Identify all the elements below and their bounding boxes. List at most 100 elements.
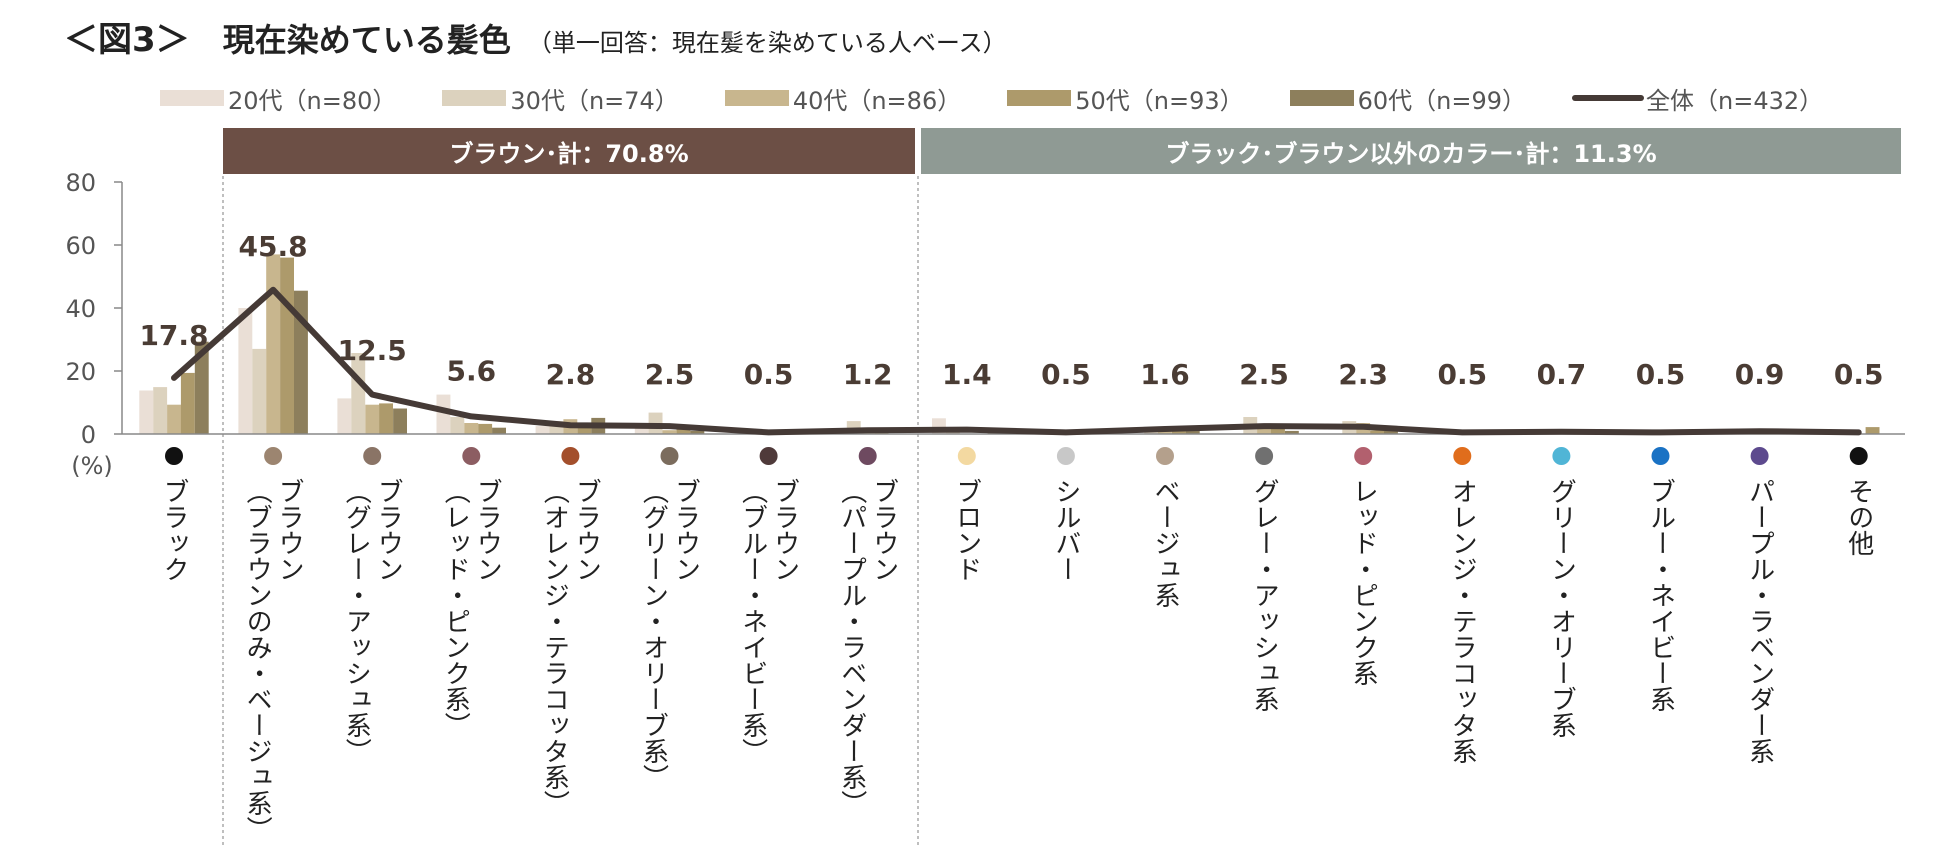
bar-s50 <box>676 427 691 434</box>
bar-s40 <box>167 404 181 434</box>
category-label-line: ブラウン <box>274 478 305 582</box>
category-label: オレンジ・テラコッタ系 <box>1440 478 1484 764</box>
category-label: ブラウン （ブルー・ネイビー系） <box>738 478 800 764</box>
band-brown-total: ブラウン･計：70.8% <box>223 128 915 174</box>
total-value-label: 2.3 <box>1338 358 1388 391</box>
category-label-line: レッド・ピンク系 <box>1348 478 1379 686</box>
bar-s20 <box>337 398 352 434</box>
total-value-label: 0.5 <box>1437 358 1487 391</box>
category-label-line: ブラウン <box>373 478 404 582</box>
legend-swatch <box>1289 90 1354 106</box>
category-label-line: ブロンド <box>951 478 982 582</box>
bar-s40 <box>365 404 380 434</box>
y-tick-label: 0 <box>81 421 96 449</box>
category-label-line: （ブルー・ネイビー系） <box>737 478 768 764</box>
category-label-line: （グリーン・オリーブ系） <box>638 478 669 790</box>
legend: 20代（n=80） 30代（n=74） 40代（n=86） 50代（n=93） 60代（… <box>160 81 1869 116</box>
bar-s30 <box>153 387 168 434</box>
y-tick-label: 60 <box>65 232 96 260</box>
category-label: ブラウン （レッド・ピンク系） <box>440 478 502 738</box>
category-label: その他 <box>1837 478 1881 556</box>
total-value-label: 1.6 <box>1140 358 1190 391</box>
legend-swatch <box>160 90 224 106</box>
category-marker-dot <box>660 447 679 465</box>
category-label-line: グレー・アッシュ系 <box>1249 478 1280 712</box>
legend-swatch <box>1007 90 1072 106</box>
figure-number: ＜図3＞ <box>64 20 190 60</box>
category-marker-dot <box>462 447 481 465</box>
category-label-line: オレンジ・テラコッタ系 <box>1447 478 1478 764</box>
category-label: ブラウン （グリーン・オリーブ系） <box>639 478 701 790</box>
bar-s60 <box>1384 430 1398 434</box>
legend-item-total: 全体（n=432） <box>1572 81 1823 116</box>
chart-title: ＜図3＞ 現在染めている髪色 （単一回答：現在髪を染めている人ベース） <box>64 12 1007 61</box>
legend-item-1: 30代（n=74） <box>442 81 679 116</box>
bar-s40 <box>1257 426 1271 434</box>
category-label: ブラウン （ブラウンのみ・ベージュ系） <box>242 478 304 842</box>
category-label-line: ブラック <box>159 478 189 582</box>
total-value-label: 2.8 <box>546 358 596 391</box>
legend-label: 50代（n=93） <box>1075 86 1244 115</box>
category-label: ブラック <box>152 478 196 582</box>
bar-s60 <box>690 430 705 434</box>
legend-swatch <box>442 90 507 106</box>
category-label-line: パープル・ラベンダー系 <box>1744 478 1775 764</box>
y-tick-label: 20 <box>65 358 96 386</box>
category-label: ベージュ系 <box>1143 478 1187 608</box>
bar-s60 <box>194 341 209 434</box>
category-label-line: ブラウン <box>571 478 602 582</box>
total-value-label: 0.5 <box>1041 358 1091 391</box>
bar-s20 <box>238 308 253 434</box>
category-label-line: ブラウン <box>769 478 800 582</box>
legend-item-3: 50代（n=93） <box>1007 81 1244 116</box>
category-label: ブラウン （オレンジ・テラコッタ系） <box>539 478 601 816</box>
bar-s60 <box>393 408 407 434</box>
category-marker-dot <box>1354 447 1373 465</box>
category-label-line: シルバー <box>1050 478 1081 582</box>
legend-label: 60代（n=99） <box>1357 86 1527 115</box>
category-marker-dot <box>1156 447 1174 465</box>
total-value-label: 0.5 <box>1834 358 1884 391</box>
category-label-line: ブラウン <box>472 478 503 582</box>
legend-label: 20代（n=80） <box>228 86 397 115</box>
legend-label: 30代（n=74） <box>510 86 679 115</box>
bar-s60 <box>1284 430 1299 434</box>
legend-item-4: 60代（n=99） <box>1289 81 1527 116</box>
total-value-label: 1.2 <box>843 358 893 391</box>
category-label-line: ブラウン <box>868 478 899 582</box>
band-other-color-total: ブラック･ブラウン以外のカラー･計：11.3% <box>921 128 1901 174</box>
category-marker-dot <box>1750 447 1769 465</box>
category-label: パープル・ラベンダー系 <box>1738 478 1782 764</box>
total-value-label: 5.6 <box>446 354 496 387</box>
total-value-label: 12.5 <box>338 334 407 367</box>
category-marker-dot <box>858 447 877 465</box>
bar-s20 <box>139 390 154 434</box>
total-value-label: 0.5 <box>744 358 794 391</box>
bar-s50 <box>379 403 393 434</box>
category-label: ブロンド <box>945 478 989 582</box>
total-value-label: 0.5 <box>1636 358 1686 391</box>
category-label-line: グリーン・オリーブ系 <box>1546 478 1577 738</box>
bar-s50 <box>1865 427 1880 434</box>
y-tick-label: 40 <box>65 295 96 323</box>
category-label-line: （ブラウンのみ・ベージュ系） <box>242 478 273 842</box>
bar-s40 <box>662 430 677 434</box>
category-marker-dot <box>561 447 580 465</box>
total-value-label: 2.5 <box>1239 358 1289 391</box>
total-value-label: 2.5 <box>645 358 695 391</box>
bar-s20 <box>535 426 550 434</box>
legend-item-2: 40代（n=86） <box>724 81 962 116</box>
bar-s50 <box>180 372 195 434</box>
total-value-label: 0.9 <box>1735 358 1785 391</box>
legend-label: 40代（n=86） <box>792 86 962 115</box>
bar-s60 <box>1185 430 1200 434</box>
total-value-label: 1.4 <box>942 358 992 391</box>
category-marker-dot <box>363 447 382 465</box>
bar-s50 <box>1172 430 1186 434</box>
category-label-line: （グレー・アッシュ系） <box>341 478 372 764</box>
category-marker-dot <box>1453 447 1472 465</box>
category-marker-dot <box>957 447 976 465</box>
legend-line-swatch <box>1572 95 1645 101</box>
bar-s40 <box>266 254 281 434</box>
bar-s20 <box>436 394 451 434</box>
